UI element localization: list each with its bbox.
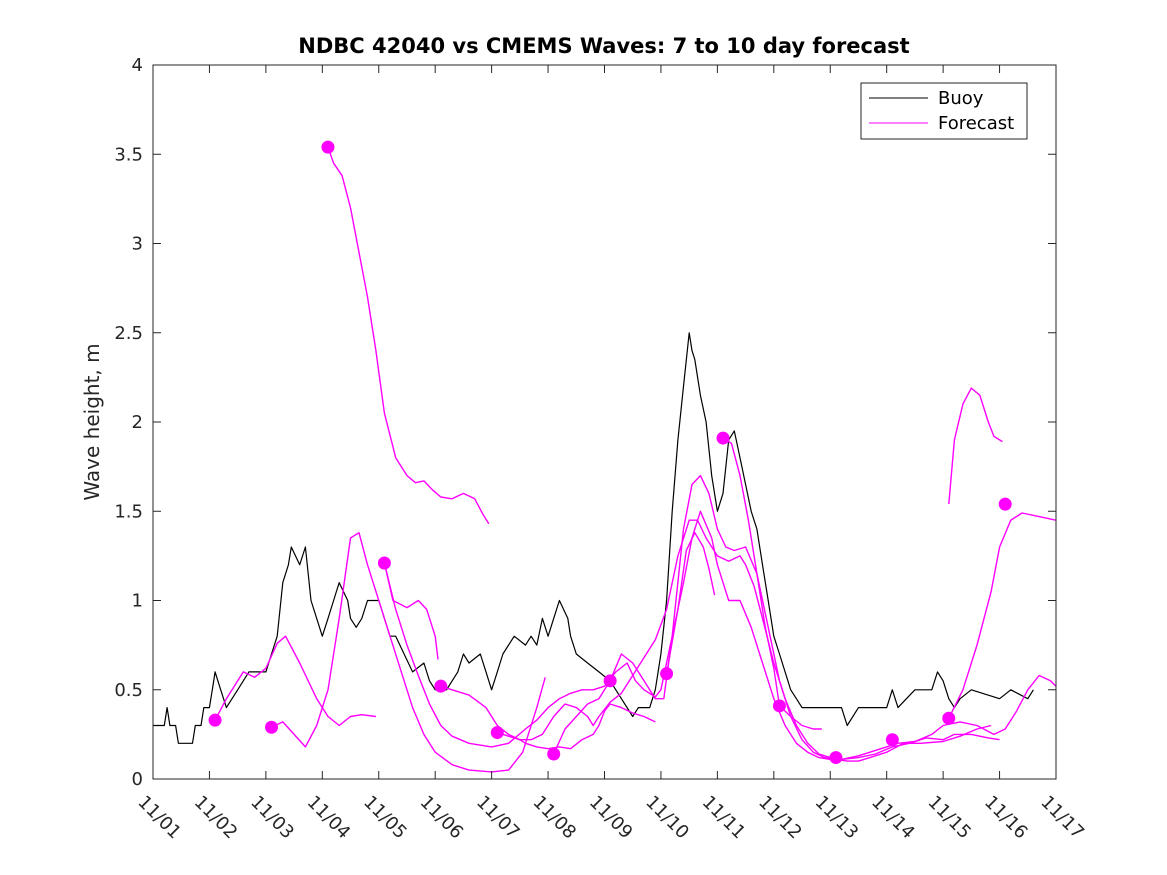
forecast-marker-10	[772, 699, 786, 713]
y-axis-label: Wave height, m	[80, 343, 104, 500]
forecast-line-11	[948, 387, 1003, 505]
axes-box	[152, 64, 1057, 780]
y-tick-label-3: 1.5	[114, 501, 143, 522]
legend-entry-forecast: Forecast	[938, 113, 1014, 134]
forecast-marker-11	[829, 751, 843, 765]
y-tick-label-1: 0.5	[114, 680, 143, 701]
x-tick-label-0: 11/01	[133, 792, 185, 844]
forecast-marker-7	[603, 674, 617, 688]
y-tick-label-4: 2	[132, 412, 143, 433]
forecast-line-10	[722, 437, 822, 730]
forecast-marker-3	[377, 556, 391, 570]
y-tick-label-8: 4	[132, 55, 143, 76]
forecast-line-5	[383, 510, 1000, 761]
x-tick-label-10: 11/11	[698, 792, 750, 844]
x-tick-label-8: 11/09	[585, 792, 637, 844]
y-tick-label-0: 0	[132, 769, 143, 790]
legend-entry-buoy: Buoy	[938, 88, 984, 109]
forecast-marker-5	[490, 726, 504, 740]
x-tick-label-11: 11/12	[754, 792, 806, 844]
forecast-line-12	[948, 512, 1056, 719]
x-tick-label-5: 11/06	[416, 792, 468, 844]
forecast-line-3	[327, 146, 490, 525]
forecast-marker-12	[885, 733, 899, 747]
forecast-line-9	[665, 532, 716, 674]
y-tick-label-2: 1	[132, 591, 143, 612]
x-tick-label-15: 11/16	[980, 792, 1032, 844]
forecast-line-7	[497, 703, 656, 750]
x-tick-label-16: 11/17	[1036, 792, 1088, 844]
legend: Buoy Forecast	[860, 82, 1028, 140]
forecast-line-8	[553, 474, 992, 762]
forecast-line-2	[271, 532, 546, 773]
chart-title: NDBC 42040 vs CMEMS Waves: 7 to 10 day f…	[298, 34, 909, 58]
x-tick-label-12: 11/13	[811, 792, 863, 844]
x-tick-label-4: 11/05	[359, 792, 411, 844]
forecast-marker-14	[998, 497, 1012, 511]
x-tick-label-6: 11/07	[472, 792, 524, 844]
forecast-marker-6	[547, 747, 561, 761]
forecast-line-1	[214, 635, 376, 727]
forecast-marker-0	[208, 713, 222, 727]
x-tick-label-9: 11/10	[641, 792, 693, 844]
forecast-marker-9	[716, 431, 730, 445]
y-tick-label-7: 3.5	[114, 144, 143, 165]
forecast-marker-4	[434, 679, 448, 693]
x-tick-label-2: 11/03	[246, 792, 298, 844]
x-tick-label-1: 11/02	[190, 792, 242, 844]
x-tick-label-7: 11/08	[529, 792, 581, 844]
x-tick-label-3: 11/04	[303, 792, 355, 844]
forecast-marker-13	[942, 711, 956, 725]
plot-area	[153, 140, 1056, 773]
buoy-line	[153, 332, 1034, 744]
y-tick-label-6: 3	[132, 234, 143, 255]
x-tick-label-13: 11/14	[867, 792, 919, 844]
legend-box	[860, 82, 1028, 140]
forecast-marker-1	[265, 720, 279, 734]
y-tick-label-5: 2.5	[114, 323, 143, 344]
forecast-marker-8	[660, 667, 674, 681]
x-tick-label-14: 11/15	[924, 792, 976, 844]
forecast-marker-2	[321, 140, 335, 154]
